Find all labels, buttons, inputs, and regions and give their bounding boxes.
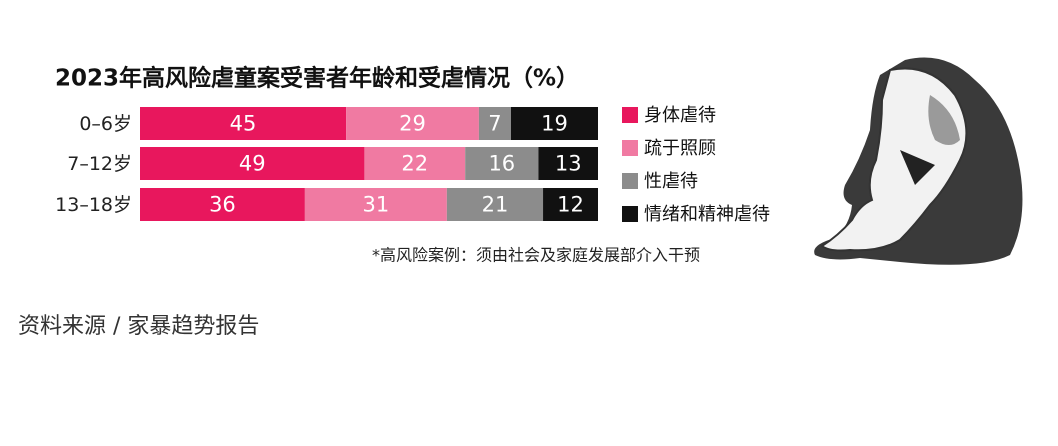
bar-segment <box>446 188 544 221</box>
source: 资料来源 / 家暴趋势报告 <box>18 314 259 339</box>
data-label: 49 <box>239 152 266 176</box>
bar-segment <box>510 107 598 140</box>
bar-segment <box>140 147 365 180</box>
bar-segment <box>140 107 347 140</box>
bar-segment <box>140 188 305 221</box>
chart-title: 2023年高风险虐童案受害者年龄和受虐情况（%） <box>55 65 579 92</box>
legend-label: 疏于照顾 <box>644 138 716 159</box>
bar-segment <box>304 188 447 221</box>
bar-segment <box>465 147 539 180</box>
data-label: 19 <box>541 112 568 136</box>
bar-segment <box>364 147 466 180</box>
footnote: *高风险案例：须由社会及家庭发展部介入干预 <box>372 246 700 265</box>
legend-swatch <box>622 107 638 123</box>
data-label: 22 <box>401 152 428 176</box>
legend-swatch <box>622 206 638 222</box>
y-tick-label: 0–6岁 <box>79 113 132 135</box>
y-tick-label: 13–18岁 <box>55 194 132 216</box>
illustration <box>814 57 1023 265</box>
legend-label: 身体虐待 <box>644 105 716 126</box>
data-label: 29 <box>399 112 426 136</box>
data-label: 13 <box>555 152 582 176</box>
y-tick-label: 7–12岁 <box>67 153 132 175</box>
bar-segment <box>543 188 598 221</box>
data-label: 36 <box>209 193 236 217</box>
bar-segment <box>346 107 479 140</box>
data-label: 12 <box>557 193 584 217</box>
data-label: 21 <box>482 193 509 217</box>
bar-segment <box>478 107 511 140</box>
data-label: 45 <box>230 112 257 136</box>
legend-swatch <box>622 173 638 189</box>
data-label: 7 <box>488 112 501 136</box>
data-label: 31 <box>363 193 390 217</box>
legend-label: 情绪和精神虐待 <box>644 204 770 225</box>
data-label: 16 <box>488 152 515 176</box>
legend-swatch <box>622 140 638 156</box>
legend-label: 性虐待 <box>644 171 698 192</box>
bar-segment <box>538 147 598 180</box>
